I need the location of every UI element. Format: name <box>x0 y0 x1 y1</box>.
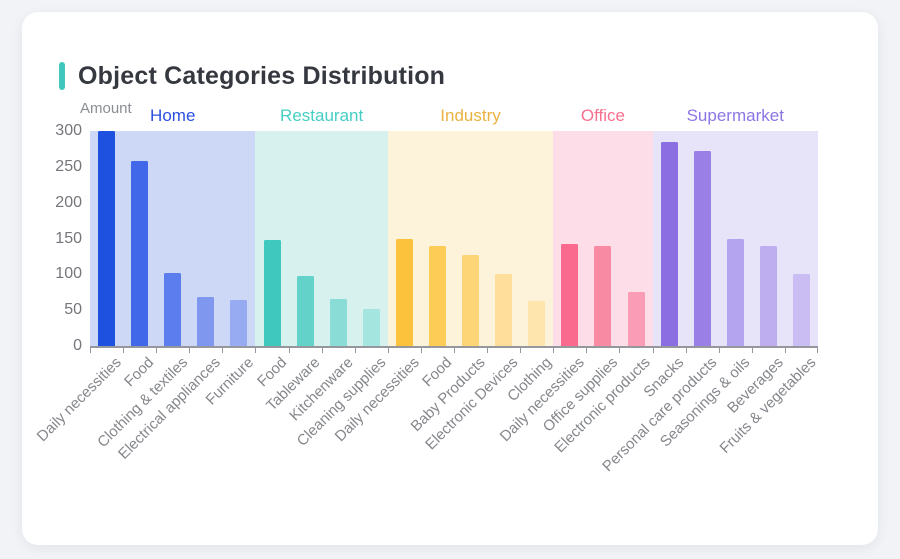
bar-office-electronic-products[interactable] <box>627 292 645 346</box>
x-axis-tick <box>553 348 555 353</box>
x-axis-tick <box>784 348 786 353</box>
x-axis-tick <box>90 348 91 353</box>
y-axis-tick-labels: 0 50 100 150 200 250 300 <box>22 122 82 354</box>
bar-home-furniture[interactable] <box>230 300 248 346</box>
x-axis-tick <box>520 348 522 353</box>
bar-restaurant-cleaning-supplies[interactable] <box>362 309 380 346</box>
x-axis-tick <box>387 348 389 353</box>
bar-office-office-supplies[interactable] <box>594 246 612 346</box>
bar-office-daily-necessities[interactable] <box>561 244 579 346</box>
bar-supermarket-fruits-vegetables[interactable] <box>792 273 810 346</box>
group-label-restaurant: Restaurant <box>280 106 364 125</box>
y-tick-label-150: 150 <box>55 229 82 247</box>
x-axis-tick <box>321 348 323 353</box>
x-axis-tick <box>189 348 191 353</box>
bar-home-food[interactable] <box>131 161 149 346</box>
x-axis-tick <box>718 348 720 353</box>
y-tick-label-200: 200 <box>55 193 82 211</box>
x-axis-tick <box>685 348 687 353</box>
bar-industry-electronic-devices[interactable] <box>495 274 513 346</box>
y-tick-label-50: 50 <box>64 301 82 319</box>
y-tick-label-300: 300 <box>55 122 82 139</box>
plot-area: Home Restaurant Industry Office Supermarket <box>90 106 818 353</box>
x-axis-tick <box>817 348 818 353</box>
x-axis-tick <box>222 348 224 353</box>
x-axis-tick <box>586 348 588 353</box>
bar-supermarket-seasonings-oils[interactable] <box>726 239 744 346</box>
x-axis-tick <box>123 348 125 353</box>
bar-chart: Amount 0 50 100 150 200 250 300 Home Restaurant… <box>22 12 878 545</box>
bar-restaurant-tableware[interactable] <box>296 276 314 346</box>
group-label-supermarket: Supermarket <box>686 106 784 125</box>
title-accent-bar <box>59 62 65 90</box>
bar-restaurant-kitchenware[interactable] <box>329 299 347 346</box>
bar-industry-food[interactable] <box>428 246 446 346</box>
group-label-office: Office <box>580 106 625 125</box>
bar-industry-baby-products[interactable] <box>462 254 480 346</box>
y-tick-label-100: 100 <box>55 265 82 283</box>
x-axis-tick <box>652 348 654 353</box>
y-axis-title: Amount <box>80 100 132 117</box>
x-axis-tick <box>619 348 621 353</box>
x-axis-tick <box>487 348 489 353</box>
x-axis-tick <box>454 348 455 353</box>
x-axis-tick <box>288 348 290 353</box>
x-axis-tick <box>751 348 753 353</box>
bar-home-daily-necessities[interactable] <box>98 131 116 346</box>
y-tick-label-0: 0 <box>73 337 82 354</box>
x-axis-tick <box>420 348 422 353</box>
y-tick-label-250: 250 <box>55 157 82 175</box>
x-axis-tick-labels: Daily necessities Food Clothing & textiles… <box>34 354 820 524</box>
x-axis-tick <box>255 348 257 353</box>
bar-supermarket-beverages[interactable] <box>759 245 777 346</box>
x-axis-tick <box>354 348 356 353</box>
bar-industry-daily-necessities[interactable] <box>395 238 413 346</box>
bar-industry-clothing[interactable] <box>528 300 546 346</box>
bar-home-clothing-textiles[interactable] <box>164 272 182 346</box>
page-title: Object Categories Distribution <box>78 61 446 90</box>
bar-supermarket-snacks[interactable] <box>660 141 678 346</box>
bar-restaurant-food[interactable] <box>263 239 281 346</box>
group-label-industry: Industry <box>440 106 501 125</box>
card-title-row: Object Categories Distribution <box>59 60 445 92</box>
group-label-home: Home <box>150 106 196 125</box>
chart-card: Object Categories Distribution Amount 0 5… <box>22 12 878 545</box>
x-axis-tick <box>156 348 158 353</box>
bar-supermarket-personal-care-products[interactable] <box>693 151 711 346</box>
bar-home-electrical-appliances[interactable] <box>197 296 215 346</box>
